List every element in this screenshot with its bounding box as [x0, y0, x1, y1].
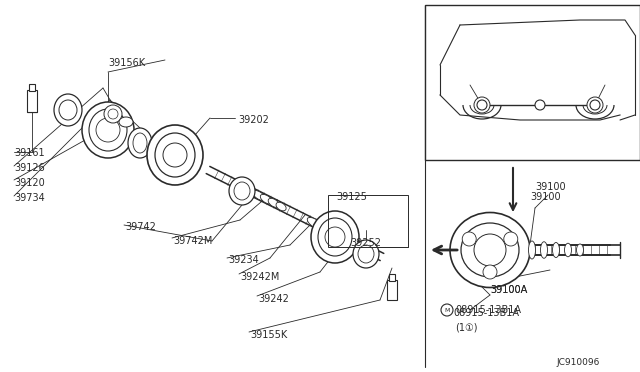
Ellipse shape: [541, 242, 547, 258]
Text: 39100: 39100: [535, 182, 566, 192]
Ellipse shape: [552, 243, 559, 257]
Circle shape: [483, 265, 497, 279]
Text: 39120: 39120: [14, 178, 45, 188]
Ellipse shape: [564, 243, 572, 257]
Bar: [425, 5, 640, 160]
Ellipse shape: [333, 230, 346, 241]
Ellipse shape: [234, 182, 250, 200]
Ellipse shape: [54, 94, 82, 126]
Circle shape: [163, 143, 187, 167]
Ellipse shape: [324, 226, 339, 238]
Ellipse shape: [358, 245, 374, 263]
Ellipse shape: [252, 190, 266, 201]
Bar: [389, 274, 395, 281]
Circle shape: [535, 100, 545, 110]
Text: 39742: 39742: [125, 222, 156, 232]
Ellipse shape: [147, 125, 203, 185]
Text: 39734: 39734: [14, 193, 45, 203]
Ellipse shape: [307, 218, 324, 230]
Text: 39100: 39100: [530, 192, 561, 202]
Text: 08915-13B1A: 08915-13B1A: [453, 308, 519, 318]
Circle shape: [96, 118, 120, 142]
Ellipse shape: [341, 234, 353, 245]
Text: 39742M: 39742M: [173, 236, 212, 246]
Circle shape: [462, 232, 476, 246]
Ellipse shape: [276, 202, 286, 211]
Circle shape: [104, 105, 122, 123]
Text: JC910096: JC910096: [556, 358, 600, 367]
Ellipse shape: [450, 212, 530, 288]
Bar: [29, 84, 35, 91]
Ellipse shape: [59, 100, 77, 120]
Text: 39242: 39242: [258, 294, 289, 304]
Ellipse shape: [353, 240, 379, 268]
Ellipse shape: [119, 117, 133, 127]
Bar: [27, 90, 37, 112]
Ellipse shape: [244, 186, 259, 197]
Ellipse shape: [577, 244, 584, 256]
Ellipse shape: [461, 223, 519, 277]
Text: 39155K: 39155K: [250, 330, 287, 340]
Text: 39161: 39161: [14, 148, 45, 158]
Text: 39100A: 39100A: [490, 285, 527, 295]
Circle shape: [477, 100, 487, 110]
Ellipse shape: [318, 218, 352, 256]
Bar: [328, 195, 408, 247]
Text: 08915-13B1A: 08915-13B1A: [455, 305, 521, 315]
Circle shape: [474, 234, 506, 266]
Circle shape: [325, 227, 345, 247]
Circle shape: [108, 109, 118, 119]
Ellipse shape: [268, 198, 279, 207]
Circle shape: [587, 97, 603, 113]
Text: 39126: 39126: [14, 163, 45, 173]
Ellipse shape: [133, 133, 147, 153]
Ellipse shape: [529, 241, 536, 259]
Text: 39242M: 39242M: [240, 272, 280, 282]
Ellipse shape: [316, 222, 332, 234]
Text: 39156K: 39156K: [108, 58, 145, 68]
Ellipse shape: [260, 195, 272, 204]
Ellipse shape: [128, 128, 152, 158]
Text: 39252: 39252: [350, 238, 381, 248]
Ellipse shape: [155, 133, 195, 177]
Ellipse shape: [229, 177, 255, 205]
Circle shape: [590, 100, 600, 110]
Ellipse shape: [89, 109, 127, 151]
Text: (1①): (1①): [455, 322, 477, 332]
Bar: [387, 280, 397, 300]
Circle shape: [441, 304, 453, 316]
Circle shape: [474, 97, 490, 113]
Ellipse shape: [311, 211, 359, 263]
Text: 39125: 39125: [336, 192, 367, 202]
Text: 39234: 39234: [228, 255, 259, 265]
Circle shape: [504, 232, 518, 246]
Text: 39100A: 39100A: [490, 285, 527, 295]
Ellipse shape: [82, 102, 134, 158]
Text: M: M: [444, 308, 450, 312]
Text: 39202: 39202: [238, 115, 269, 125]
